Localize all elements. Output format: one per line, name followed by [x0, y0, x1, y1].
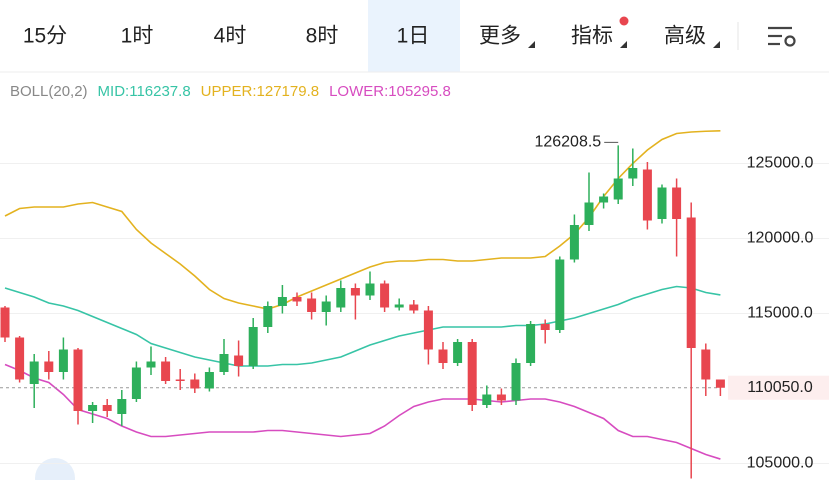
candle-body [263, 306, 273, 327]
candle-body [321, 301, 331, 312]
tab[interactable]: 15分 [23, 25, 67, 48]
tab[interactable]: 8时 [306, 25, 339, 48]
badge-dot [619, 16, 629, 26]
candle-body [248, 327, 258, 366]
candle-body [29, 361, 39, 384]
candle-body [73, 349, 83, 411]
legend-entry: MID:116237.8 [98, 83, 191, 100]
tab[interactable]: 更多 [479, 25, 521, 48]
indicator-label: BOLL(20,2) [10, 83, 88, 100]
candle-body [380, 283, 390, 308]
candle-body [58, 349, 68, 372]
float-button[interactable] [35, 458, 75, 480]
candle-body [409, 304, 419, 311]
dropdown-arrow [620, 41, 627, 48]
candle-body [686, 217, 696, 348]
candle-body [0, 307, 10, 338]
y-tick-label: 115000.0 [747, 305, 813, 322]
candle-body [511, 363, 521, 401]
candle-body [44, 361, 54, 372]
candle-body [277, 297, 287, 306]
dropdown-arrow [528, 41, 535, 48]
y-tick-label: 125000.0 [747, 155, 814, 172]
candle-body [336, 288, 346, 308]
candle-body [204, 372, 214, 389]
candle-body [146, 361, 156, 368]
candle-body [15, 337, 25, 380]
candle-body [394, 304, 404, 308]
candle-body [613, 178, 623, 200]
candle-body [350, 288, 360, 296]
candle-body [628, 168, 638, 179]
candle-body [131, 367, 141, 399]
candle-body [365, 283, 375, 296]
candle-body [292, 297, 302, 302]
candle-body [599, 196, 609, 203]
band-line [4, 130, 721, 310]
candle-body [161, 361, 171, 381]
settings-icon[interactable] [768, 26, 796, 47]
candle-body [672, 187, 682, 219]
candle-body [423, 310, 433, 350]
candle-body [569, 225, 579, 260]
tab[interactable]: 高级 [664, 25, 706, 48]
tab[interactable]: 1时 [121, 25, 154, 48]
candle-body [190, 379, 200, 389]
candle-body [555, 259, 565, 330]
y-tick-label: 120000.0 [747, 230, 814, 247]
candle-body [453, 342, 463, 363]
last-price-box [728, 375, 829, 400]
tab[interactable]: 4时 [214, 25, 247, 48]
candle-body [102, 405, 112, 411]
selected-tab-bg [368, 0, 460, 72]
candle-body [701, 349, 711, 380]
tab[interactable]: 1日 [397, 25, 430, 48]
candle-body [584, 202, 594, 225]
candle-body [117, 399, 127, 414]
candle-body [657, 187, 667, 219]
candle-body [715, 379, 725, 388]
y-tick-label: 105000.0 [747, 455, 814, 472]
candle-body [219, 354, 229, 372]
legend-entry: UPPER:127179.8 [201, 83, 319, 100]
band-line [4, 285, 721, 367]
annotation: 126208.5 [534, 134, 601, 151]
candle-body [438, 349, 448, 363]
candle-body [175, 379, 185, 381]
candle-body [496, 394, 506, 401]
candle-body [526, 324, 536, 363]
candle-body [88, 405, 98, 411]
candle-body [467, 342, 477, 405]
legend-entry: LOWER:105295.8 [329, 83, 451, 100]
band-line [4, 363, 721, 460]
candle-body [642, 169, 652, 221]
last-price-label: 110050.0 [747, 379, 813, 396]
candle-body [234, 355, 244, 366]
candle-body [307, 298, 317, 312]
dropdown-arrow [713, 41, 720, 48]
candle-body [540, 324, 550, 330]
candle-body [482, 394, 492, 405]
tab[interactable]: 指标 [571, 25, 613, 48]
